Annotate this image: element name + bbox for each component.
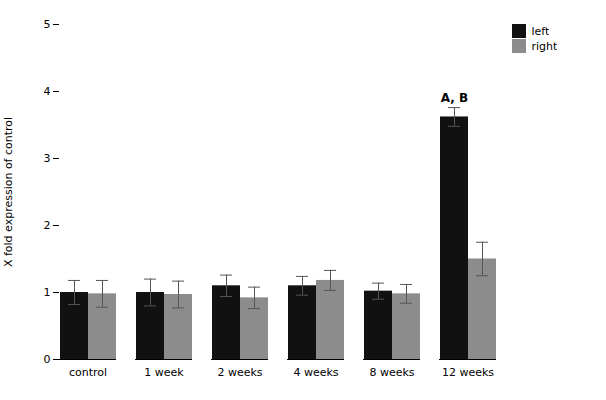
- svg-text:5: 5: [44, 18, 51, 31]
- svg-text:4 weeks: 4 weeks: [293, 366, 338, 379]
- svg-text:control: control: [69, 366, 107, 379]
- svg-text:12 weeks: 12 weeks: [442, 366, 494, 379]
- svg-text:3: 3: [44, 152, 51, 165]
- svg-text:2: 2: [44, 219, 51, 232]
- svg-text:2 weeks: 2 weeks: [217, 366, 262, 379]
- html-text:right: right: [531, 39, 558, 53]
- html-text:left: left: [531, 24, 550, 38]
- svg-text:8 weeks: 8 weeks: [369, 366, 414, 379]
- svg-text:1 week: 1 week: [144, 366, 184, 379]
- svg-text:0: 0: [44, 353, 51, 366]
- svg-text:1: 1: [44, 286, 51, 299]
- svg-text:A, B: A, B: [441, 91, 468, 105]
- svg-text:X fold expression of control: X fold expression of control: [2, 117, 15, 267]
- svg-text:4: 4: [44, 85, 51, 98]
